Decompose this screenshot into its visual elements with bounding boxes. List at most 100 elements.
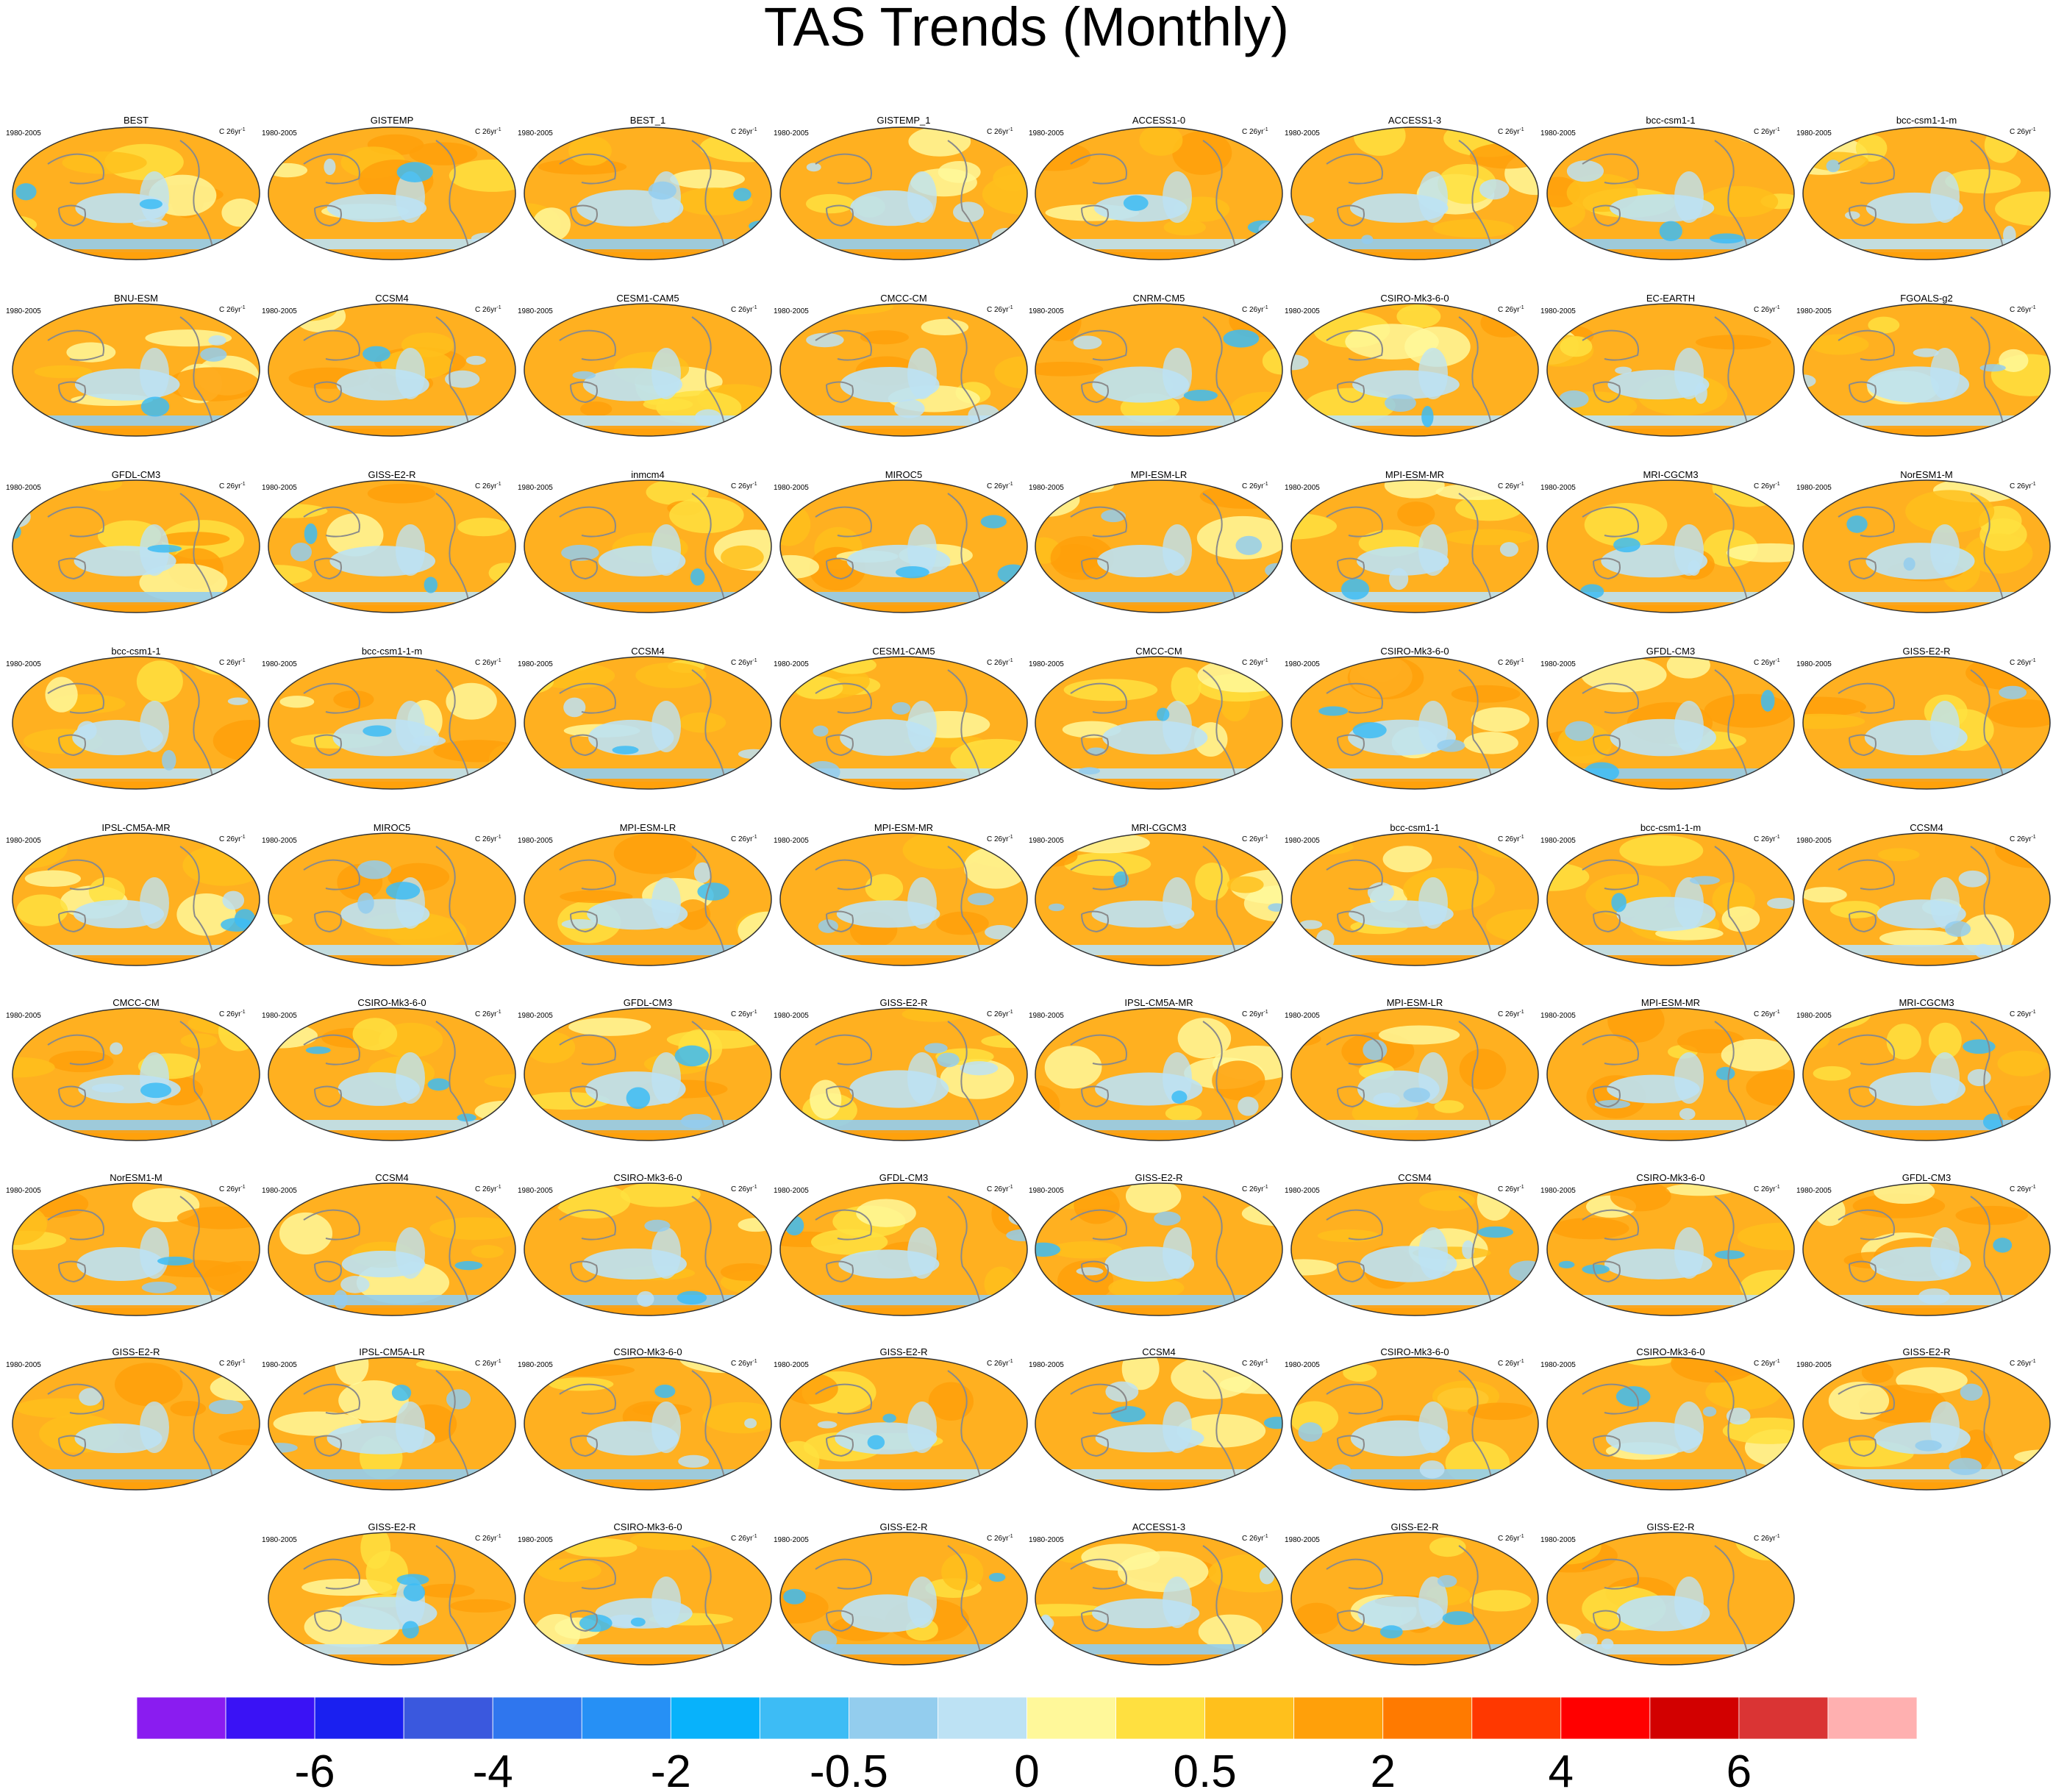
field-blob-warm <box>409 142 478 165</box>
trend-field <box>13 657 260 789</box>
coastline-americas <box>1714 316 1749 428</box>
field-blob-cool <box>680 1113 713 1129</box>
trend-field <box>1547 1008 1794 1140</box>
field-blob-cool <box>1674 1577 1704 1628</box>
panel-period: 1980-2005 <box>1029 484 1064 492</box>
map-panel: MPI-ESM-LR 1980-2005 C 26yr-1 <box>518 822 772 966</box>
coastline-australia <box>570 910 598 933</box>
field-blob-cool <box>693 862 712 883</box>
coastline-asia <box>815 153 872 185</box>
field-blob-cool <box>1930 524 1960 576</box>
panel-period: 1980-2005 <box>6 660 41 668</box>
coastline-asia <box>47 859 104 890</box>
map-panel: CSIRO-Mk3-6-0 1980-2005 C 26yr-1 <box>1285 293 1539 437</box>
panel-period: 1980-2005 <box>262 307 297 315</box>
field-blob-warm <box>524 669 554 694</box>
trend-field <box>780 1008 1027 1140</box>
coastline-americas <box>691 1196 726 1307</box>
field-blob-cool <box>13 505 31 528</box>
panel-title: BNU-ESM <box>114 293 158 304</box>
map-border <box>524 1007 772 1141</box>
panel-units: C 26yr-1 <box>219 127 246 136</box>
field-blob-cool <box>1679 1107 1696 1120</box>
panel-period: 1980-2005 <box>1796 307 1832 315</box>
field-blob-cool <box>907 524 937 576</box>
map-panel: NorESM1-M 1980-2005 C 26yr-1 <box>1796 469 2051 613</box>
trend-field <box>1035 480 1282 613</box>
field-blob-warm <box>268 163 308 178</box>
field-blob-warm <box>1434 1100 1464 1113</box>
trend-field <box>1291 1532 1538 1665</box>
coastline-australia <box>314 1435 342 1457</box>
colorbar-cell <box>314 1696 404 1740</box>
field-blob-warm <box>1999 349 2029 372</box>
field-band-south <box>524 1644 771 1657</box>
panel-period: 1980-2005 <box>1029 1361 1064 1369</box>
field-blob-warm <box>1813 1065 1852 1081</box>
field-band-south <box>13 768 260 782</box>
field-blob-warm <box>1928 1022 1962 1059</box>
field-band-south <box>268 415 515 429</box>
coastline-australia <box>1849 734 1877 757</box>
field-blob-warm <box>1418 1190 1475 1211</box>
panel-period: 1980-2005 <box>262 837 297 845</box>
field-band-antarctic <box>1803 955 2050 965</box>
map-border <box>779 303 1028 437</box>
trend-field <box>1803 127 2050 260</box>
colorbar-tick-label: -0.5 <box>810 1746 888 1792</box>
colorbar-tick-label: 6 <box>1727 1746 1752 1792</box>
coastline-australia <box>826 381 854 404</box>
coastline-americas <box>947 1370 982 1482</box>
field-band-antarctic <box>524 249 771 260</box>
field-blob-cool <box>1163 701 1192 752</box>
panel-units: C 26yr-1 <box>2010 658 2036 667</box>
field-band-antarctic <box>1035 602 1282 613</box>
field-blob-cool <box>13 1443 19 1452</box>
map-panel: GFDL-CM3 1980-2005 C 26yr-1 <box>1796 1172 2051 1316</box>
field-band-antarctic <box>524 1305 771 1316</box>
field-band-south <box>1035 1295 1282 1308</box>
field-blob-cool <box>1967 1068 1991 1087</box>
field-blob-cool <box>1613 537 1640 553</box>
panel-title: MIROC5 <box>374 822 411 833</box>
field-band-antarctic <box>13 426 260 436</box>
field-blob-cool <box>907 1227 937 1279</box>
field-blob-warm <box>1878 848 1920 862</box>
coastline-asia <box>559 1383 616 1415</box>
panel-period: 1980-2005 <box>774 1361 809 1369</box>
trend-field <box>13 833 260 965</box>
field-blob-warm <box>1293 1602 1340 1635</box>
field-blob-cool <box>744 1418 757 1429</box>
coastline-australia <box>1081 1260 1109 1283</box>
field-blob-cool <box>76 721 97 740</box>
field-blob-warm <box>1198 1614 1263 1649</box>
field-band-south <box>1803 415 2050 429</box>
field-band-antarctic <box>1803 249 2050 260</box>
field-blob-cool <box>1418 1402 1448 1453</box>
field-band-south <box>1547 415 1794 429</box>
panel-units: C 26yr-1 <box>987 1185 1013 1193</box>
panel-units: C 26yr-1 <box>731 658 757 667</box>
field-blob-warm <box>1803 713 1865 729</box>
coastline-australia <box>570 1260 598 1283</box>
field-blob-warm <box>335 1357 369 1385</box>
field-blob-cool <box>651 348 681 399</box>
coastline-americas <box>947 316 982 428</box>
map-panel: GISS-E2-R 1980-2005 C 26yr-1 <box>1029 1172 1283 1316</box>
field-band-south <box>524 1469 771 1482</box>
field-blob-cool <box>648 181 676 200</box>
map-border <box>12 126 260 260</box>
field-blob-cool <box>694 409 722 426</box>
field-blob-cool <box>1694 382 1707 404</box>
field-blob-cool <box>1558 1260 1575 1268</box>
field-blob-cool <box>396 524 425 576</box>
map-border <box>1546 303 1795 437</box>
panel-title: bcc-csm1-1 <box>111 646 160 657</box>
coastline-asia <box>1326 1034 1383 1065</box>
field-band-south <box>13 1295 260 1308</box>
coastline-asia <box>1582 506 1639 538</box>
field-band-antarctic <box>1803 602 2050 613</box>
field-blob-cool <box>1674 1402 1704 1453</box>
trend-field <box>1803 1183 2050 1316</box>
field-blob-warm <box>1560 336 1593 357</box>
